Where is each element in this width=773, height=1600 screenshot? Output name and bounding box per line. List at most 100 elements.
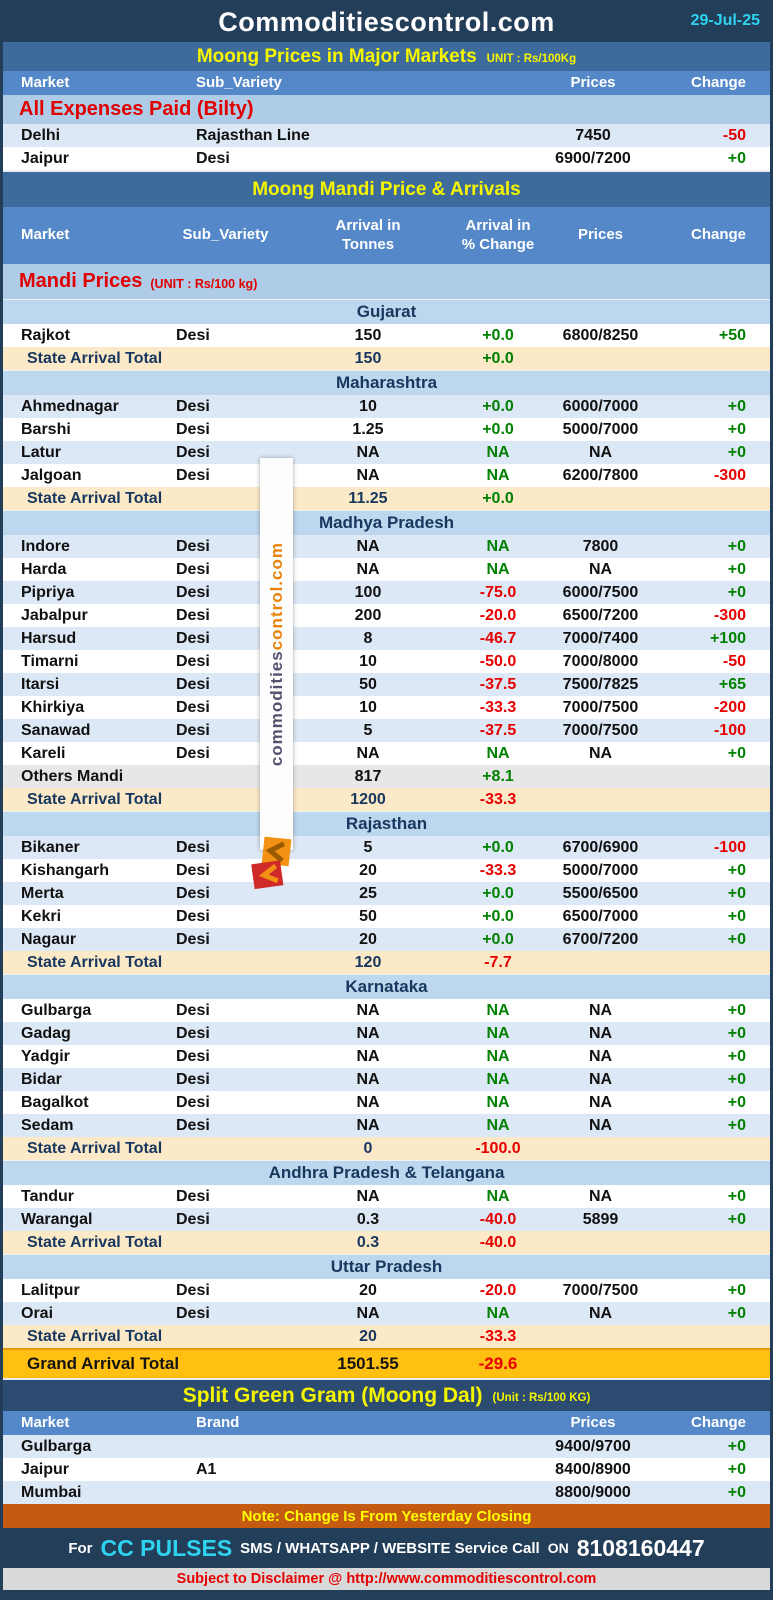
state-total-label: State Arrival Total <box>27 1327 163 1345</box>
change-cell: -100 <box>713 838 746 856</box>
grand-total-tonnes: 1501.55 <box>337 1354 399 1373</box>
watermark-strip: commoditiescontrol.com <box>260 458 293 850</box>
change-cell: +50 <box>718 326 746 344</box>
table-row: Jaipur Desi 6900/7200 +0 <box>3 147 770 170</box>
change-cell: +0 <box>727 1210 746 1228</box>
sub-variety-cell: Desi <box>176 930 210 948</box>
arrival-tonnes-cell: 5 <box>363 838 373 856</box>
state-total-tonnes: 0 <box>363 1139 373 1157</box>
mandi-prices-label: Mandi Prices <box>19 270 143 292</box>
state-total-tonnes: 0.3 <box>356 1233 380 1251</box>
state-total-pct: -40.0 <box>479 1233 517 1251</box>
table-row: Nagaur Desi 20 +0.0 6700/7200 +0 <box>3 928 770 951</box>
section-header-mandi: Moong Mandi Price & Arrivals <box>3 170 770 207</box>
note-text: Note: Change Is From Yesterday Closing <box>241 1507 532 1525</box>
arrival-tonnes-cell: 50 <box>359 675 377 693</box>
service-text: SMS / WHATSAPP / WEBSITE Service Call <box>240 1539 540 1557</box>
prices-cell: 9400/9700 <box>555 1437 631 1455</box>
state-total-label: State Arrival Total <box>27 489 163 507</box>
prices-cell: 5000/7000 <box>562 861 639 879</box>
arrival-pct-cell: -50.0 <box>479 652 517 670</box>
prices-cell: 5500/6500 <box>562 884 639 902</box>
market-cell: Kekri <box>21 907 62 925</box>
arrival-pct-cell: NA <box>486 560 510 578</box>
arrival-pct-cell: NA <box>486 443 510 461</box>
prices-cell: 6000/7000 <box>562 397 639 415</box>
arrival-tonnes-cell: 20 <box>359 861 377 879</box>
table-row: Timarni Desi 10 -50.0 7000/8000 -50 <box>3 650 770 673</box>
arrival-tonnes-cell: 25 <box>359 884 377 902</box>
state-header: Andhra Pradesh & Telangana <box>3 1160 770 1185</box>
arrival-tonnes-cell: NA <box>356 1116 380 1134</box>
arrival-tonnes-cell: 8 <box>363 629 373 647</box>
service-on: ON <box>547 1540 569 1556</box>
state-total-tonnes: 20 <box>359 1327 377 1345</box>
arrival-pct-cell: +0.0 <box>482 397 514 415</box>
arrival-tonnes-cell: 0.3 <box>356 1210 380 1228</box>
arrival-pct-cell: +0.0 <box>482 420 514 438</box>
sub-variety-cell: Desi <box>176 1070 210 1088</box>
table-row: Sanawad Desi 5 -37.5 7000/7500 -100 <box>3 719 770 742</box>
arrival-tonnes-cell: 10 <box>359 397 377 415</box>
state-header: Karnataka <box>3 974 770 999</box>
market-cell: Barshi <box>21 420 71 438</box>
market-cell: Jalgoan <box>21 466 82 484</box>
arrival-pct-cell: -33.3 <box>479 698 517 716</box>
market-cell: Others Mandi <box>21 767 124 785</box>
sub-variety-cell: Rajasthan Line <box>196 126 310 144</box>
change-cell: +65 <box>718 675 746 693</box>
change-cell: +0 <box>727 744 746 762</box>
commoditiescontrol-logo-icon <box>251 836 292 890</box>
section-unit: (Unit : Rs/100 KG) <box>492 1391 591 1404</box>
column-header-sub-variety: Sub_Variety <box>196 73 282 91</box>
table-row: Lalitpur Desi 20 -20.0 7000/7500 +0 <box>3 1279 770 1302</box>
watermark-part-com: .com <box>266 541 286 586</box>
change-cell: +0 <box>727 1460 746 1478</box>
column-header-prices: Prices <box>570 1413 616 1431</box>
sub-variety-cell: Desi <box>176 420 210 438</box>
table-row: Rajkot Desi 150 +0.0 6800/8250 +50 <box>3 324 770 347</box>
arrival-tonnes-cell: NA <box>356 1001 380 1019</box>
sub-variety-cell: Desi <box>176 1047 210 1065</box>
change-cell: +0 <box>727 397 746 415</box>
prices-cell: 5899 <box>582 1210 619 1228</box>
market-cell: Gadag <box>21 1024 71 1042</box>
table-row: Orai Desi NA NA NA +0 <box>3 1302 770 1325</box>
sub-variety-cell: Desi <box>176 629 210 647</box>
arrival-tonnes-cell: 10 <box>359 698 377 716</box>
change-cell: +100 <box>709 629 746 647</box>
table-row: Yadgir Desi NA NA NA +0 <box>3 1045 770 1068</box>
prices-cell: NA <box>588 1024 613 1042</box>
change-cell: +0 <box>727 420 746 438</box>
arrival-pct-cell: NA <box>486 1070 510 1088</box>
section-unit: UNIT : Rs/100Kg <box>486 52 577 65</box>
prices-cell: 7500/7825 <box>562 675 639 693</box>
sub-variety-cell: Desi <box>196 149 230 167</box>
sub-variety-cell: Desi <box>176 443 210 461</box>
change-cell: +0 <box>727 1024 746 1042</box>
prices-cell: 7800 <box>582 537 619 555</box>
sub-variety-cell: Desi <box>176 606 210 624</box>
arrival-pct-cell: +0.0 <box>482 930 514 948</box>
state-total-tonnes: 1200 <box>350 790 386 808</box>
table-row: Others Mandi 817 +8.1 <box>3 765 770 788</box>
table-row: Tandur Desi NA NA NA +0 <box>3 1185 770 1208</box>
state-header: Uttar Pradesh <box>3 1254 770 1279</box>
arrival-tonnes-cell: 20 <box>359 930 377 948</box>
disclaimer-link[interactable]: Subject to Disclaimer @ http://www.commo… <box>176 1571 597 1587</box>
state-total-tonnes: 11.25 <box>348 489 388 507</box>
prices-cell: 7000/7500 <box>562 1281 639 1299</box>
table-row: Ahmednagar Desi 10 +0.0 6000/7000 +0 <box>3 395 770 418</box>
change-cell: -100 <box>713 721 746 739</box>
arrival-pct-cell: NA <box>486 744 510 762</box>
market-cell: Bidar <box>21 1070 62 1088</box>
change-cell: -50 <box>722 126 746 144</box>
table-row: Bikaner Desi 5 +0.0 6700/6900 -100 <box>3 836 770 859</box>
market-cell: Kareli <box>21 744 66 762</box>
market-cell: Nagaur <box>21 930 77 948</box>
column-header-market: Market <box>21 1413 70 1431</box>
all-expenses-paid-label: All Expenses Paid (Bilty) <box>19 98 254 120</box>
state-header: Maharashtra <box>3 370 770 395</box>
market-cell: Pipriya <box>21 583 75 601</box>
market-cell: Ahmednagar <box>21 397 119 415</box>
